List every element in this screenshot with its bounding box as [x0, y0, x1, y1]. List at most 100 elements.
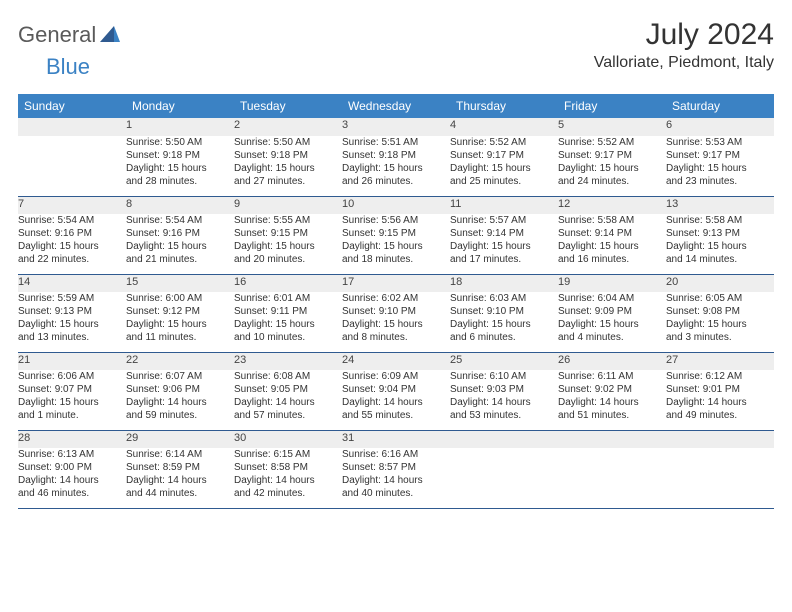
- sunrise-text: Sunrise: 6:12 AM: [666, 370, 774, 383]
- day-number: 6: [666, 119, 672, 131]
- daylight-text: and 22 minutes.: [18, 253, 126, 266]
- sunset-text: Sunset: 8:59 PM: [126, 461, 234, 474]
- week-daynum-row: 21222324252627: [18, 352, 774, 370]
- sunset-text: Sunset: 9:13 PM: [18, 305, 126, 318]
- sunset-text: Sunset: 9:14 PM: [450, 227, 558, 240]
- day-number-cell: 13: [666, 196, 774, 214]
- day-number: 19: [558, 276, 570, 288]
- daylight-text: Daylight: 14 hours: [126, 396, 234, 409]
- sunrise-text: Sunrise: 5:52 AM: [450, 136, 558, 149]
- daylight-text: Daylight: 15 hours: [234, 240, 342, 253]
- sunset-text: Sunset: 9:08 PM: [666, 305, 774, 318]
- sunrise-text: Sunrise: 6:10 AM: [450, 370, 558, 383]
- sunrise-text: Sunrise: 5:55 AM: [234, 214, 342, 227]
- day-number-cell: 27: [666, 352, 774, 370]
- sunrise-text: Sunrise: 5:51 AM: [342, 136, 450, 149]
- day-number-cell: [18, 118, 126, 136]
- day-info-cell: Sunrise: 5:54 AMSunset: 9:16 PMDaylight:…: [18, 214, 126, 274]
- sunrise-text: Sunrise: 5:56 AM: [342, 214, 450, 227]
- daylight-text: Daylight: 15 hours: [126, 318, 234, 331]
- weekday-header: Wednesday: [342, 94, 450, 118]
- day-number: 4: [450, 119, 456, 131]
- daylight-text: and 51 minutes.: [558, 409, 666, 422]
- weekday-header: Tuesday: [234, 94, 342, 118]
- daylight-text: Daylight: 15 hours: [558, 162, 666, 175]
- brand-text-blue: Blue: [46, 54, 90, 79]
- day-number: 11: [450, 198, 461, 210]
- daylight-text: Daylight: 14 hours: [342, 396, 450, 409]
- day-info-cell: Sunrise: 6:12 AMSunset: 9:01 PMDaylight:…: [666, 370, 774, 430]
- sunrise-text: Sunrise: 5:57 AM: [450, 214, 558, 227]
- day-number: 30: [234, 432, 246, 444]
- day-info-cell: Sunrise: 6:09 AMSunset: 9:04 PMDaylight:…: [342, 370, 450, 430]
- daylight-text: and 21 minutes.: [126, 253, 234, 266]
- daylight-text: and 46 minutes.: [18, 487, 126, 500]
- sunrise-text: Sunrise: 6:14 AM: [126, 448, 234, 461]
- location-subtitle: Valloriate, Piedmont, Italy: [594, 54, 774, 72]
- sunrise-text: Sunrise: 6:11 AM: [558, 370, 666, 383]
- week-info-row: Sunrise: 6:13 AMSunset: 9:00 PMDaylight:…: [18, 448, 774, 508]
- daylight-text: and 16 minutes.: [558, 253, 666, 266]
- day-number-cell: 30: [234, 430, 342, 448]
- day-info-cell: Sunrise: 5:54 AMSunset: 9:16 PMDaylight:…: [126, 214, 234, 274]
- daylight-text: and 13 minutes.: [18, 331, 126, 344]
- brand-sail-icon: [100, 24, 120, 47]
- daylight-text: Daylight: 15 hours: [450, 318, 558, 331]
- daylight-text: and 11 minutes.: [126, 331, 234, 344]
- day-info-cell: Sunrise: 6:10 AMSunset: 9:03 PMDaylight:…: [450, 370, 558, 430]
- daylight-text: Daylight: 15 hours: [18, 240, 126, 253]
- day-number-cell: 1: [126, 118, 234, 136]
- day-info-cell: Sunrise: 6:02 AMSunset: 9:10 PMDaylight:…: [342, 292, 450, 352]
- sunset-text: Sunset: 9:01 PM: [666, 383, 774, 396]
- sunrise-text: Sunrise: 5:50 AM: [126, 136, 234, 149]
- day-info-cell: Sunrise: 6:13 AMSunset: 9:00 PMDaylight:…: [18, 448, 126, 508]
- calendar-page: General July 2024 Valloriate, Piedmont, …: [0, 0, 792, 519]
- sunrise-text: Sunrise: 5:58 AM: [558, 214, 666, 227]
- daylight-text: and 42 minutes.: [234, 487, 342, 500]
- day-number: 16: [234, 276, 246, 288]
- daylight-text: and 53 minutes.: [450, 409, 558, 422]
- day-number-cell: [450, 430, 558, 448]
- week-info-row: Sunrise: 5:54 AMSunset: 9:16 PMDaylight:…: [18, 214, 774, 274]
- daylight-text: Daylight: 14 hours: [558, 396, 666, 409]
- day-number-cell: 18: [450, 274, 558, 292]
- sunset-text: Sunset: 9:12 PM: [126, 305, 234, 318]
- day-number-cell: 31: [342, 430, 450, 448]
- day-number-cell: 6: [666, 118, 774, 136]
- sunrise-text: Sunrise: 6:15 AM: [234, 448, 342, 461]
- sunrise-text: Sunrise: 6:09 AM: [342, 370, 450, 383]
- daylight-text: and 17 minutes.: [450, 253, 558, 266]
- day-info-cell: Sunrise: 6:00 AMSunset: 9:12 PMDaylight:…: [126, 292, 234, 352]
- day-number: 5: [558, 119, 564, 131]
- day-number-cell: 20: [666, 274, 774, 292]
- day-number: 24: [342, 354, 354, 366]
- day-number: 15: [126, 276, 138, 288]
- sunrise-text: Sunrise: 6:00 AM: [126, 292, 234, 305]
- sunrise-text: Sunrise: 5:50 AM: [234, 136, 342, 149]
- day-number-cell: 10: [342, 196, 450, 214]
- daylight-text: Daylight: 15 hours: [234, 318, 342, 331]
- day-info-cell: Sunrise: 6:01 AMSunset: 9:11 PMDaylight:…: [234, 292, 342, 352]
- day-info-cell: Sunrise: 6:08 AMSunset: 9:05 PMDaylight:…: [234, 370, 342, 430]
- day-number-cell: 9: [234, 196, 342, 214]
- daylight-text: and 24 minutes.: [558, 175, 666, 188]
- day-number: 18: [450, 276, 462, 288]
- day-number: 27: [666, 354, 678, 366]
- day-info-cell: Sunrise: 5:51 AMSunset: 9:18 PMDaylight:…: [342, 136, 450, 196]
- sunrise-text: Sunrise: 6:04 AM: [558, 292, 666, 305]
- sunset-text: Sunset: 9:17 PM: [450, 149, 558, 162]
- daylight-text: Daylight: 15 hours: [126, 162, 234, 175]
- daylight-text: Daylight: 14 hours: [126, 474, 234, 487]
- daylight-text: Daylight: 15 hours: [450, 240, 558, 253]
- day-number-cell: [666, 430, 774, 448]
- sunrise-text: Sunrise: 6:05 AM: [666, 292, 774, 305]
- day-info-cell: Sunrise: 5:58 AMSunset: 9:14 PMDaylight:…: [558, 214, 666, 274]
- daylight-text: and 20 minutes.: [234, 253, 342, 266]
- sunrise-text: Sunrise: 6:07 AM: [126, 370, 234, 383]
- day-number-cell: 25: [450, 352, 558, 370]
- day-info-cell: [666, 448, 774, 508]
- day-number: 25: [450, 354, 462, 366]
- week-daynum-row: 28293031: [18, 430, 774, 448]
- day-number-cell: 8: [126, 196, 234, 214]
- daylight-text: and 10 minutes.: [234, 331, 342, 344]
